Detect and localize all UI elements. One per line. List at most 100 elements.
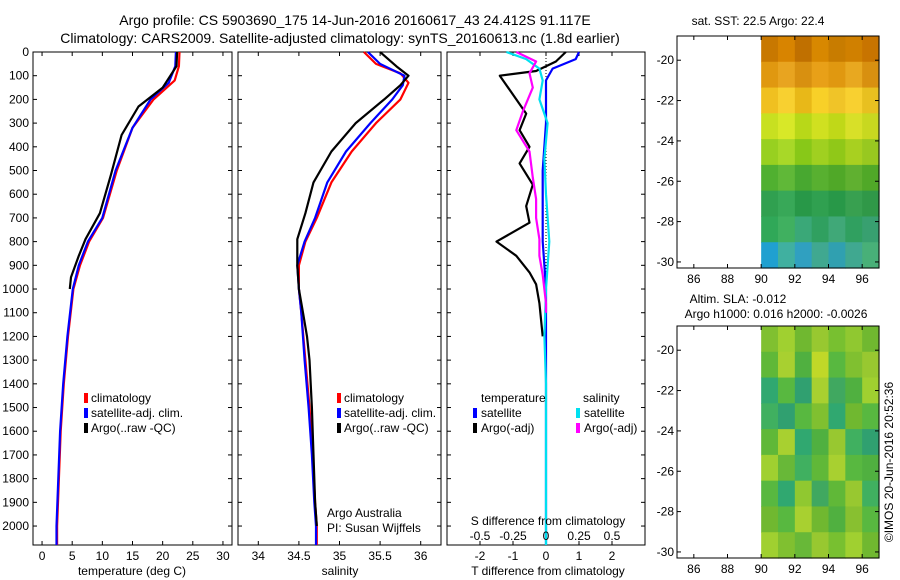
heatmap-cell bbox=[828, 87, 846, 114]
legend-label-satellite: satellite-adj. clim. bbox=[344, 406, 436, 420]
heatmap-cell bbox=[794, 216, 813, 243]
y-tick-label: 1900 bbox=[2, 495, 29, 509]
y-tick-label: 900 bbox=[9, 258, 29, 272]
heatmap-cell bbox=[811, 326, 830, 353]
x-tick-label: 25 bbox=[186, 549, 200, 563]
x-tick-label: 0 bbox=[39, 549, 46, 563]
heatmap-cell bbox=[811, 480, 830, 508]
x-tick-label: 0 bbox=[543, 549, 550, 563]
heatmap-cell bbox=[794, 190, 813, 218]
heatmap-cell bbox=[778, 326, 796, 353]
x-tick-label: 34.5 bbox=[287, 549, 311, 563]
y-tick-label: -24 bbox=[657, 424, 675, 438]
heatmap-cell bbox=[761, 480, 779, 508]
series-line-satellite-s bbox=[506, 50, 551, 545]
map-border bbox=[676, 325, 880, 559]
heatmap-cell bbox=[845, 242, 863, 269]
heatmap-cell bbox=[811, 87, 830, 114]
legend-label-satellite: satellite-adj. clim. bbox=[91, 406, 183, 420]
legend-header-temperature: temperature bbox=[481, 391, 546, 405]
series-line-argo-raw-qc bbox=[68, 51, 179, 290]
heatmap-cell bbox=[845, 377, 863, 404]
heatmap-cell bbox=[862, 139, 880, 166]
heatmap-cell bbox=[778, 454, 796, 482]
heatmap-cell bbox=[761, 351, 779, 379]
x-tick-label: 15 bbox=[126, 549, 140, 563]
series-line-argo-adj-s bbox=[515, 51, 548, 313]
sla-map-subtitle: Argo h1000: 0.016 h2000: -0.0026 bbox=[685, 307, 868, 321]
legend-marker-climatology bbox=[84, 393, 88, 403]
heatmap-cell bbox=[862, 36, 880, 63]
heatmap-cell bbox=[828, 139, 846, 166]
heatmap-cell bbox=[811, 113, 830, 140]
heatmap-cell bbox=[828, 506, 846, 533]
heatmap-cell bbox=[845, 216, 863, 243]
imos-credit: ©IMOS 20-Jun-2016 20:52:36 bbox=[882, 382, 896, 543]
heatmap-cell bbox=[828, 164, 846, 192]
heatmap-cell bbox=[778, 351, 796, 379]
legend-label-argo: Argo(..raw -QC) bbox=[344, 421, 429, 435]
x2-tick-label: 0.5 bbox=[604, 529, 621, 543]
heatmap-cell bbox=[828, 242, 846, 269]
y-tick-label: 800 bbox=[9, 235, 29, 249]
y-tick-label: 1500 bbox=[2, 401, 29, 415]
header-line-2: Climatology: CARS2009. Satellite-adjuste… bbox=[60, 30, 620, 46]
heatmap-cell bbox=[862, 326, 880, 353]
salinity-plot-frame bbox=[237, 51, 442, 546]
heatmap-cell bbox=[811, 377, 830, 404]
salinity-panel: 34 34.5 35 35.5 36 climatology satellite-adj… bbox=[237, 51, 442, 578]
salinity-annotation-2: PI: Susan Wijffels bbox=[327, 521, 421, 535]
series-line-argo-adj-t bbox=[495, 51, 567, 337]
heatmap-cell bbox=[828, 61, 846, 89]
heatmap-cell bbox=[761, 164, 779, 192]
y-tick-label: -28 bbox=[657, 505, 675, 519]
heatmap-cell bbox=[794, 454, 813, 482]
heatmap-cell bbox=[761, 326, 779, 353]
temperature-panel: 0 5 10 15 20 25 30 0 100 200 300 400 500 600 700 800 90… bbox=[2, 45, 233, 578]
legend-label-climatology: climatology bbox=[91, 391, 151, 405]
y-tick-label: 1400 bbox=[2, 377, 29, 391]
heatmap-cell bbox=[862, 61, 880, 89]
heatmap-cell bbox=[828, 216, 846, 243]
heatmap-cell bbox=[862, 113, 880, 140]
sla-map-panel: Altim. SLA: -0.012 Argo h1000: 0.016 h20… bbox=[657, 292, 880, 576]
heatmap-cell bbox=[794, 377, 813, 404]
heatmap-cell bbox=[794, 429, 813, 456]
series-line-argo-raw-qc bbox=[296, 51, 410, 527]
heatmap-cell bbox=[761, 532, 779, 559]
salinity-annotation-1: Argo Australia bbox=[327, 506, 402, 520]
heatmap-cell bbox=[862, 403, 880, 430]
x-tick-label: 20 bbox=[156, 549, 170, 563]
y-tick-label: -22 bbox=[657, 94, 675, 108]
heatmap-cell bbox=[794, 87, 813, 114]
x-tick-label: 86 bbox=[687, 272, 701, 286]
x-tick-label: 94 bbox=[822, 562, 836, 576]
x2-tick-label: -0.25 bbox=[499, 529, 527, 543]
heatmap-cell bbox=[862, 506, 880, 533]
x-tick-label: 35 bbox=[333, 549, 347, 563]
salinity-legend: climatology satellite-adj. clim. Argo(..… bbox=[337, 391, 436, 435]
salinity-x-axis-label: salinity bbox=[322, 564, 359, 578]
heatmap-cell bbox=[811, 164, 830, 192]
heatmap-cell bbox=[794, 506, 813, 533]
heatmap-cell bbox=[845, 480, 863, 508]
heatmap-cell bbox=[778, 242, 796, 269]
heatmap-cell bbox=[828, 403, 846, 430]
heatmap-cell bbox=[862, 190, 880, 218]
x-tick-label: 5 bbox=[69, 549, 76, 563]
heatmap-cell bbox=[828, 377, 846, 404]
legend-label-satellite-s: satellite bbox=[584, 406, 625, 420]
y-tick-label: -28 bbox=[657, 215, 675, 229]
sst-map-panel: sat. SST: 22.5 Argo: 22.4 86 88 90 92 94 96 -2… bbox=[657, 14, 880, 286]
heatmap-cell bbox=[828, 480, 846, 508]
heatmap-cell bbox=[794, 242, 813, 269]
heatmap-cell bbox=[862, 454, 880, 482]
heatmap-cell bbox=[778, 164, 796, 192]
header-line-1: Argo profile: CS 5903690_175 14-Jun-2016… bbox=[119, 12, 590, 28]
heatmap-cell bbox=[778, 216, 796, 243]
heatmap-cell bbox=[845, 506, 863, 533]
x-tick-label: 1 bbox=[576, 549, 583, 563]
y-tick-label: 1600 bbox=[2, 424, 29, 438]
y-tick-label: 1100 bbox=[3, 306, 29, 320]
y-tick-label: 300 bbox=[9, 116, 29, 130]
